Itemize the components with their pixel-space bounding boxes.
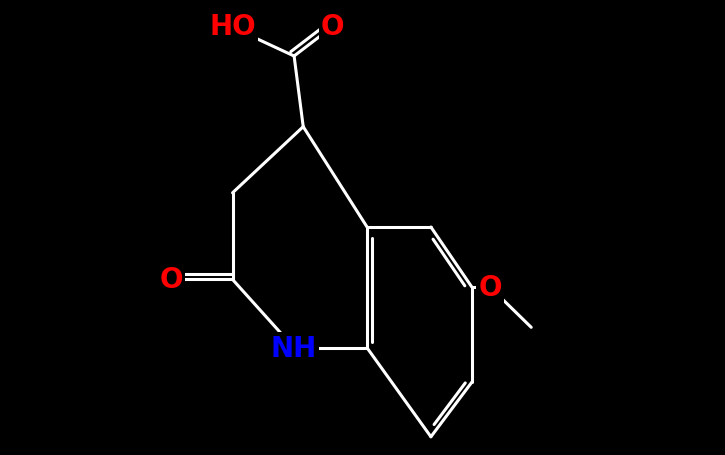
Text: HO: HO — [210, 13, 256, 41]
Text: O: O — [321, 13, 344, 41]
Text: O: O — [478, 273, 502, 302]
Text: NH: NH — [271, 334, 318, 362]
Text: O: O — [160, 266, 183, 294]
